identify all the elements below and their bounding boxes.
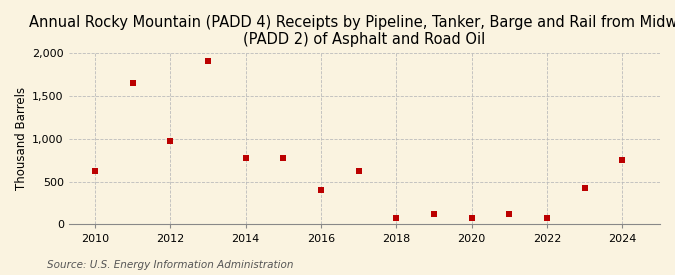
Point — [90, 169, 101, 173]
Point — [579, 186, 590, 190]
Point — [240, 156, 251, 160]
Point — [278, 156, 289, 160]
Text: Source: U.S. Energy Information Administration: Source: U.S. Energy Information Administ… — [47, 260, 294, 270]
Point — [429, 211, 439, 216]
Y-axis label: Thousand Barrels: Thousand Barrels — [15, 87, 28, 190]
Point — [504, 211, 515, 216]
Point — [202, 59, 213, 64]
Point — [391, 216, 402, 220]
Point — [316, 188, 327, 192]
Point — [353, 169, 364, 173]
Point — [128, 81, 138, 85]
Point — [541, 216, 552, 220]
Point — [165, 139, 176, 143]
Title: Annual Rocky Mountain (PADD 4) Receipts by Pipeline, Tanker, Barge and Rail from: Annual Rocky Mountain (PADD 4) Receipts … — [29, 15, 675, 47]
Point — [617, 158, 628, 162]
Point — [466, 216, 477, 220]
